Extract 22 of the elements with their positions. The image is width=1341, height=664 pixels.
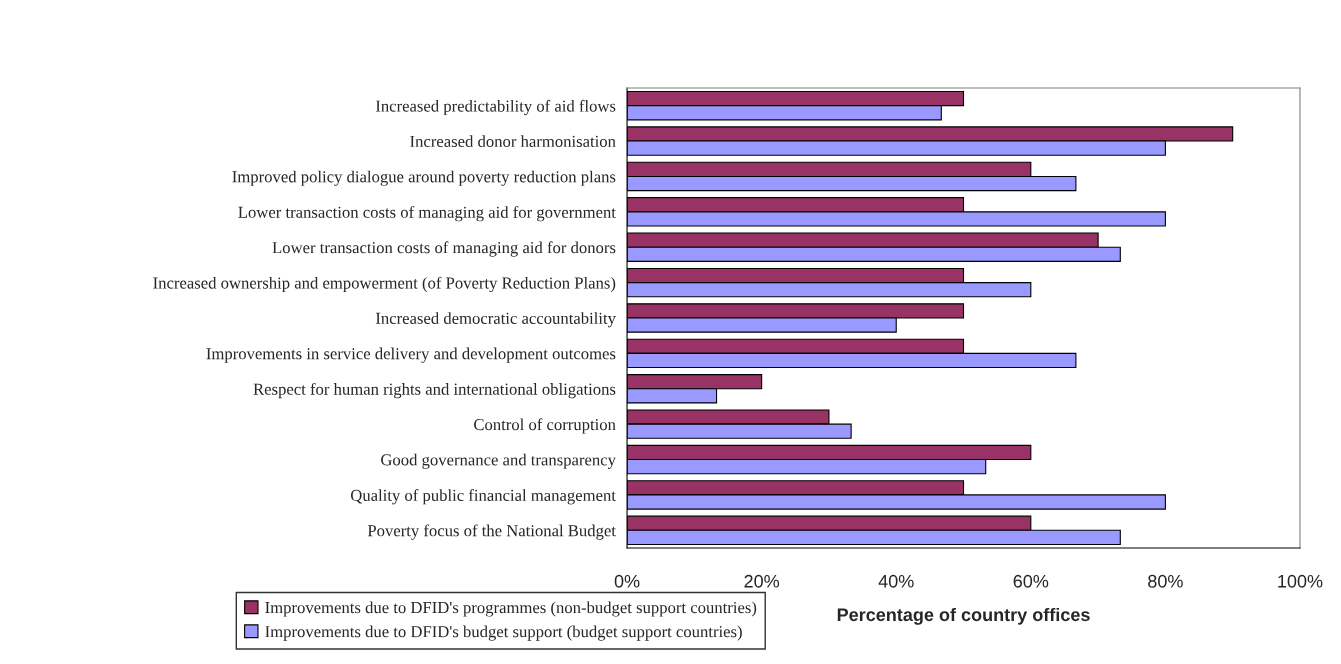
y-tick-label: Poverty focus of the National Budget	[367, 524, 616, 540]
y-tick-label: Increased democratic accountability	[375, 312, 616, 328]
x-tick-label: 20%	[744, 574, 780, 588]
y-tick-label: Control of corruption	[474, 418, 616, 434]
x-tick-label: 80%	[1148, 574, 1183, 588]
x-tick-label: 40%	[878, 574, 914, 588]
legend-label: Improvements due to DFID's programmes (non-budget support countries)	[265, 601, 757, 617]
x-tick-label: 0%	[614, 574, 640, 588]
y-tick-label: Improvements in service delivery and development outcomes	[206, 347, 616, 363]
y-tick-label: Increased donor harmonisation	[410, 135, 616, 148]
y-tick-label: Improved policy dialogue around poverty reduction plans	[232, 170, 616, 186]
y-tick-label: Lower transaction costs of managing aid for government	[238, 205, 616, 222]
x-axis-title: Percentage of country offices	[837, 607, 1090, 625]
legend-label: Improvements due to DFID's budget support (budget support countries)	[265, 625, 742, 641]
x-tick-label: 100%	[1278, 574, 1323, 588]
x-tick-label: 60%	[1013, 574, 1049, 588]
y-tick-label: Lower transaction costs of managing aid for donors	[272, 241, 616, 257]
y-tick-label: Increased predictability of aid flows	[375, 99, 616, 116]
y-tick-label: Good governance and transparency	[381, 453, 616, 469]
y-tick-label: Increased ownership and empowerment (of Poverty Reduction Plans)	[153, 276, 616, 293]
y-tick-label: Quality of public financial management	[350, 489, 616, 505]
y-tick-label: Respect for human rights and international obligations	[253, 382, 616, 399]
